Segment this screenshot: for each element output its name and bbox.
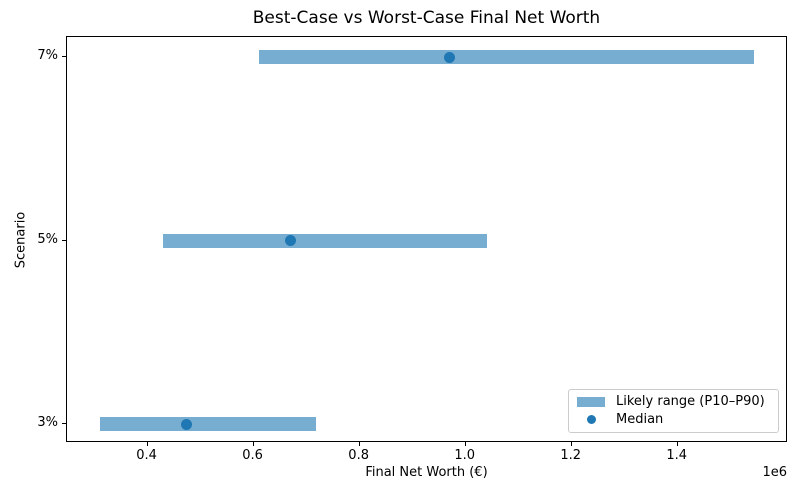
legend-entry-range: Likely range (P10–P90) xyxy=(577,394,770,410)
x-tick-label: 1.0 xyxy=(454,448,475,463)
legend-entry-median: Median xyxy=(577,412,770,428)
legend-range-swatch-box xyxy=(577,397,605,408)
median-dot-swatch xyxy=(586,415,596,425)
x-tick-mark xyxy=(464,442,466,446)
x-tick-label: 0.4 xyxy=(136,448,157,463)
median-dot xyxy=(180,418,192,430)
legend-median-label: Median xyxy=(616,411,664,427)
legend: Likely range (P10–P90) Median xyxy=(568,389,779,433)
median-dot xyxy=(444,51,456,63)
legend-range-label: Likely range (P10–P90) xyxy=(616,394,765,410)
y-tick-label: 7% xyxy=(37,48,58,63)
x-tick-mark xyxy=(676,442,678,446)
legend-median-swatch-box xyxy=(577,415,605,425)
x-tick-label: 0.6 xyxy=(242,448,263,463)
y-tick-mark xyxy=(62,239,66,241)
axis-scale-offset-label: 1e6 xyxy=(762,465,787,480)
y-tick-mark xyxy=(62,56,66,57)
x-tick-mark xyxy=(146,442,148,446)
x-tick-label: 0.8 xyxy=(348,448,369,463)
x-tick-label: 1.2 xyxy=(560,448,582,463)
likely-range-bar xyxy=(163,233,487,248)
x-axis-label: Final Net Worth (€) xyxy=(365,465,488,480)
x-tick-mark xyxy=(358,442,360,446)
x-tick-mark xyxy=(570,442,572,446)
y-tick-label: 5% xyxy=(37,231,58,247)
median-dot xyxy=(285,235,297,246)
x-tick-label: 1.4 xyxy=(666,448,688,463)
y-tick-label: 3% xyxy=(37,415,58,430)
y-tick-mark xyxy=(62,423,66,424)
chart-title: Best-Case vs Worst-Case Final Net Worth xyxy=(252,8,601,28)
x-tick-mark xyxy=(252,442,254,446)
likely-range-bar xyxy=(258,50,755,64)
likely-range-bar xyxy=(99,417,316,431)
range-bar-swatch xyxy=(577,397,605,408)
plot-area xyxy=(66,36,787,442)
